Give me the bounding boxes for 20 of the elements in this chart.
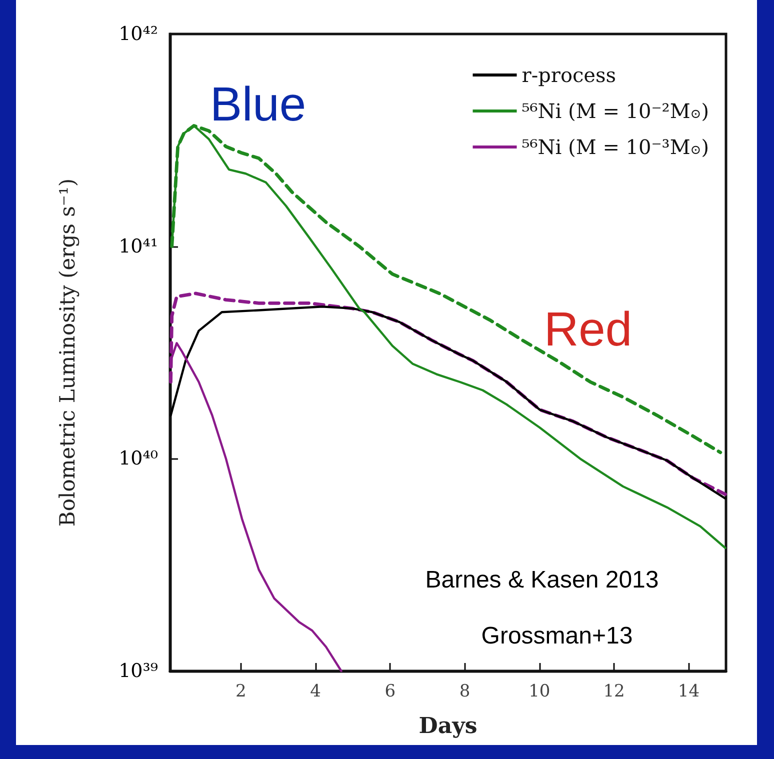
y-axis-title: Bolometric Luminosity (ergs s⁻¹)	[56, 178, 80, 527]
y-tick-label: 10⁴⁰	[118, 448, 158, 470]
x-tick-label: 12	[603, 682, 625, 702]
annotation: Blue	[210, 78, 306, 132]
annotation: Barnes & Kasen 2013	[425, 566, 659, 594]
legend-label: r-process	[522, 63, 616, 87]
legend-label: ⁵⁶Ni (M = 10⁻³M⊙)	[522, 135, 710, 159]
y-tick-label: 10⁴²	[118, 23, 158, 45]
x-axis-title: Days	[418, 713, 478, 739]
annotation: Grossman+13	[481, 622, 633, 650]
x-tick-label: 2	[235, 682, 246, 702]
x-tick-label: 10	[528, 682, 550, 702]
annotation: Red	[544, 304, 632, 356]
x-tick-label: 14	[678, 682, 700, 702]
x-tick-label: 8	[459, 682, 470, 702]
legend-label: ⁵⁶Ni (M = 10⁻²M⊙)	[522, 99, 710, 123]
y-tick-label: 10³⁹	[118, 660, 158, 682]
x-tick-label: 6	[384, 682, 396, 702]
x-tick-label: 4	[310, 682, 321, 702]
y-tick-label: 10⁴¹	[118, 235, 158, 258]
